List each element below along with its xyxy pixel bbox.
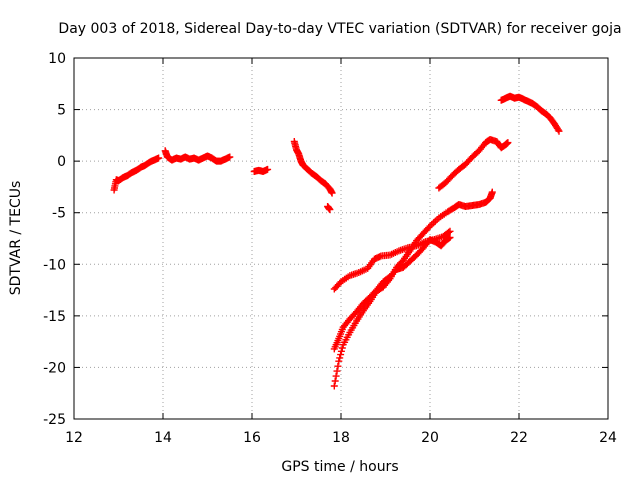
data-point: [328, 189, 336, 197]
y-tick-label: -25: [43, 412, 66, 428]
data-point: [554, 126, 562, 134]
x-tick-label: 14: [154, 430, 172, 446]
y-tick-label: -20: [43, 360, 66, 376]
data-point: [326, 206, 334, 214]
data-point: [336, 354, 344, 362]
y-tick-label: 10: [48, 51, 66, 67]
x-tick-label: 22: [510, 430, 528, 446]
data-point: [555, 127, 563, 135]
data-point: [264, 165, 272, 173]
data-point: [155, 154, 163, 162]
y-axis-label: SDTVAR / TECUs: [8, 181, 24, 296]
x-axis-label: GPS time / hours: [281, 459, 398, 475]
plot-frame: [73, 57, 609, 420]
y-tick-label: -15: [43, 309, 66, 325]
data-point: [338, 344, 346, 352]
data-point: [446, 234, 454, 241]
x-tick-label: 20: [421, 430, 439, 446]
data-point: [332, 372, 340, 380]
data-point: [504, 139, 512, 147]
x-tick-label: 24: [599, 430, 617, 446]
data-point: [331, 377, 339, 385]
y-tick-label: 5: [57, 103, 66, 119]
data-point: [337, 351, 345, 359]
data-points: [110, 92, 563, 390]
data-point: [337, 347, 345, 355]
grid: [74, 58, 608, 419]
x-tick-labels: 12 14 16 18 20 22 24: [65, 430, 617, 446]
data-point: [333, 367, 341, 375]
y-tick-label: -5: [52, 206, 66, 222]
data-point: [330, 382, 338, 390]
data-point: [226, 153, 234, 161]
data-point: [425, 224, 433, 232]
y-tick-labels: -25 -20 -15 -10 -5 0 5 10: [43, 51, 66, 428]
data-point: [488, 188, 496, 196]
data-point: [334, 362, 342, 370]
data-point: [335, 357, 343, 365]
y-tick-label: -10: [43, 257, 66, 273]
x-tick-label: 16: [243, 430, 261, 446]
y-tick-label: 0: [57, 154, 66, 170]
x-tick-label: 18: [332, 430, 350, 446]
chart-title: Day 003 of 2018, Sidereal Day-to-day VTE…: [58, 21, 621, 37]
data-point: [446, 227, 454, 235]
x-tick-label: 12: [65, 430, 83, 446]
